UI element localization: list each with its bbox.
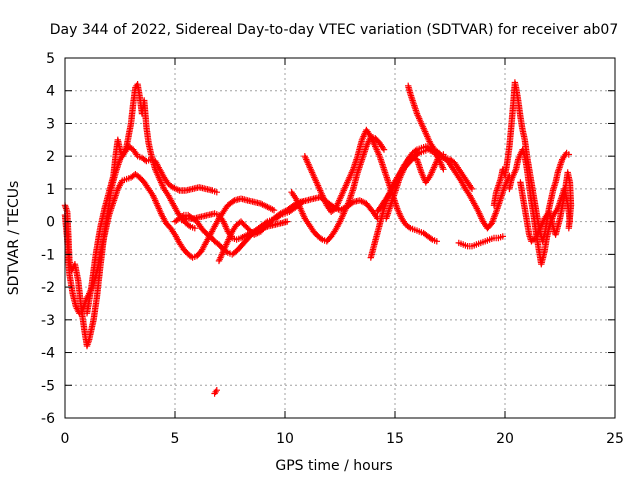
x-axis-label: GPS time / hours bbox=[275, 458, 392, 474]
series-arc-6 bbox=[211, 387, 220, 397]
plot-frame bbox=[64, 57, 616, 419]
x-tick-label: 15 bbox=[386, 431, 404, 447]
y-tick-label: 1 bbox=[46, 182, 55, 198]
series-arc-17 bbox=[517, 169, 575, 245]
series-arc-13 bbox=[405, 82, 513, 232]
y-tick-label: 4 bbox=[46, 84, 55, 100]
data-marker-path bbox=[211, 387, 220, 397]
data-marker-path bbox=[83, 81, 198, 317]
data-marker-path bbox=[455, 233, 506, 250]
y-axis-label: SDTVAR / TECUs bbox=[6, 181, 22, 296]
x-tick-label: 20 bbox=[496, 431, 514, 447]
y-tick-label: 2 bbox=[46, 149, 55, 165]
series-arc-14 bbox=[455, 233, 506, 250]
data-marker-path bbox=[405, 82, 513, 232]
y-tick-label: -1 bbox=[41, 247, 55, 263]
axis-ticks bbox=[64, 57, 616, 419]
x-tick-label: 25 bbox=[606, 431, 624, 447]
series-arc-12 bbox=[374, 151, 447, 215]
tick-labels: 0 5 10 15 20 25 -6 -5 -4 -3 -2 -1 0 1 2 3 4 5 bbox=[41, 51, 624, 447]
chart-title: Day 344 of 2022, Sidereal Day-to-day VTE… bbox=[50, 22, 619, 38]
y-tick-label: 5 bbox=[46, 51, 55, 67]
data-marker-path bbox=[517, 169, 575, 245]
y-tick-label: -3 bbox=[41, 313, 55, 329]
y-tick-label: -6 bbox=[41, 411, 55, 427]
y-tick-label: -5 bbox=[41, 378, 55, 394]
grid-lines bbox=[65, 58, 615, 418]
y-tick-label: -2 bbox=[41, 280, 55, 296]
data-marker-path bbox=[374, 151, 447, 215]
x-tick-label: 10 bbox=[276, 431, 294, 447]
y-tick-label: -4 bbox=[41, 346, 55, 362]
y-tick-label: 3 bbox=[46, 116, 55, 132]
series-arc-3 bbox=[83, 81, 198, 317]
x-tick-label: 5 bbox=[171, 431, 180, 447]
y-tick-label: 0 bbox=[46, 215, 55, 231]
x-tick-label: 0 bbox=[61, 431, 70, 447]
